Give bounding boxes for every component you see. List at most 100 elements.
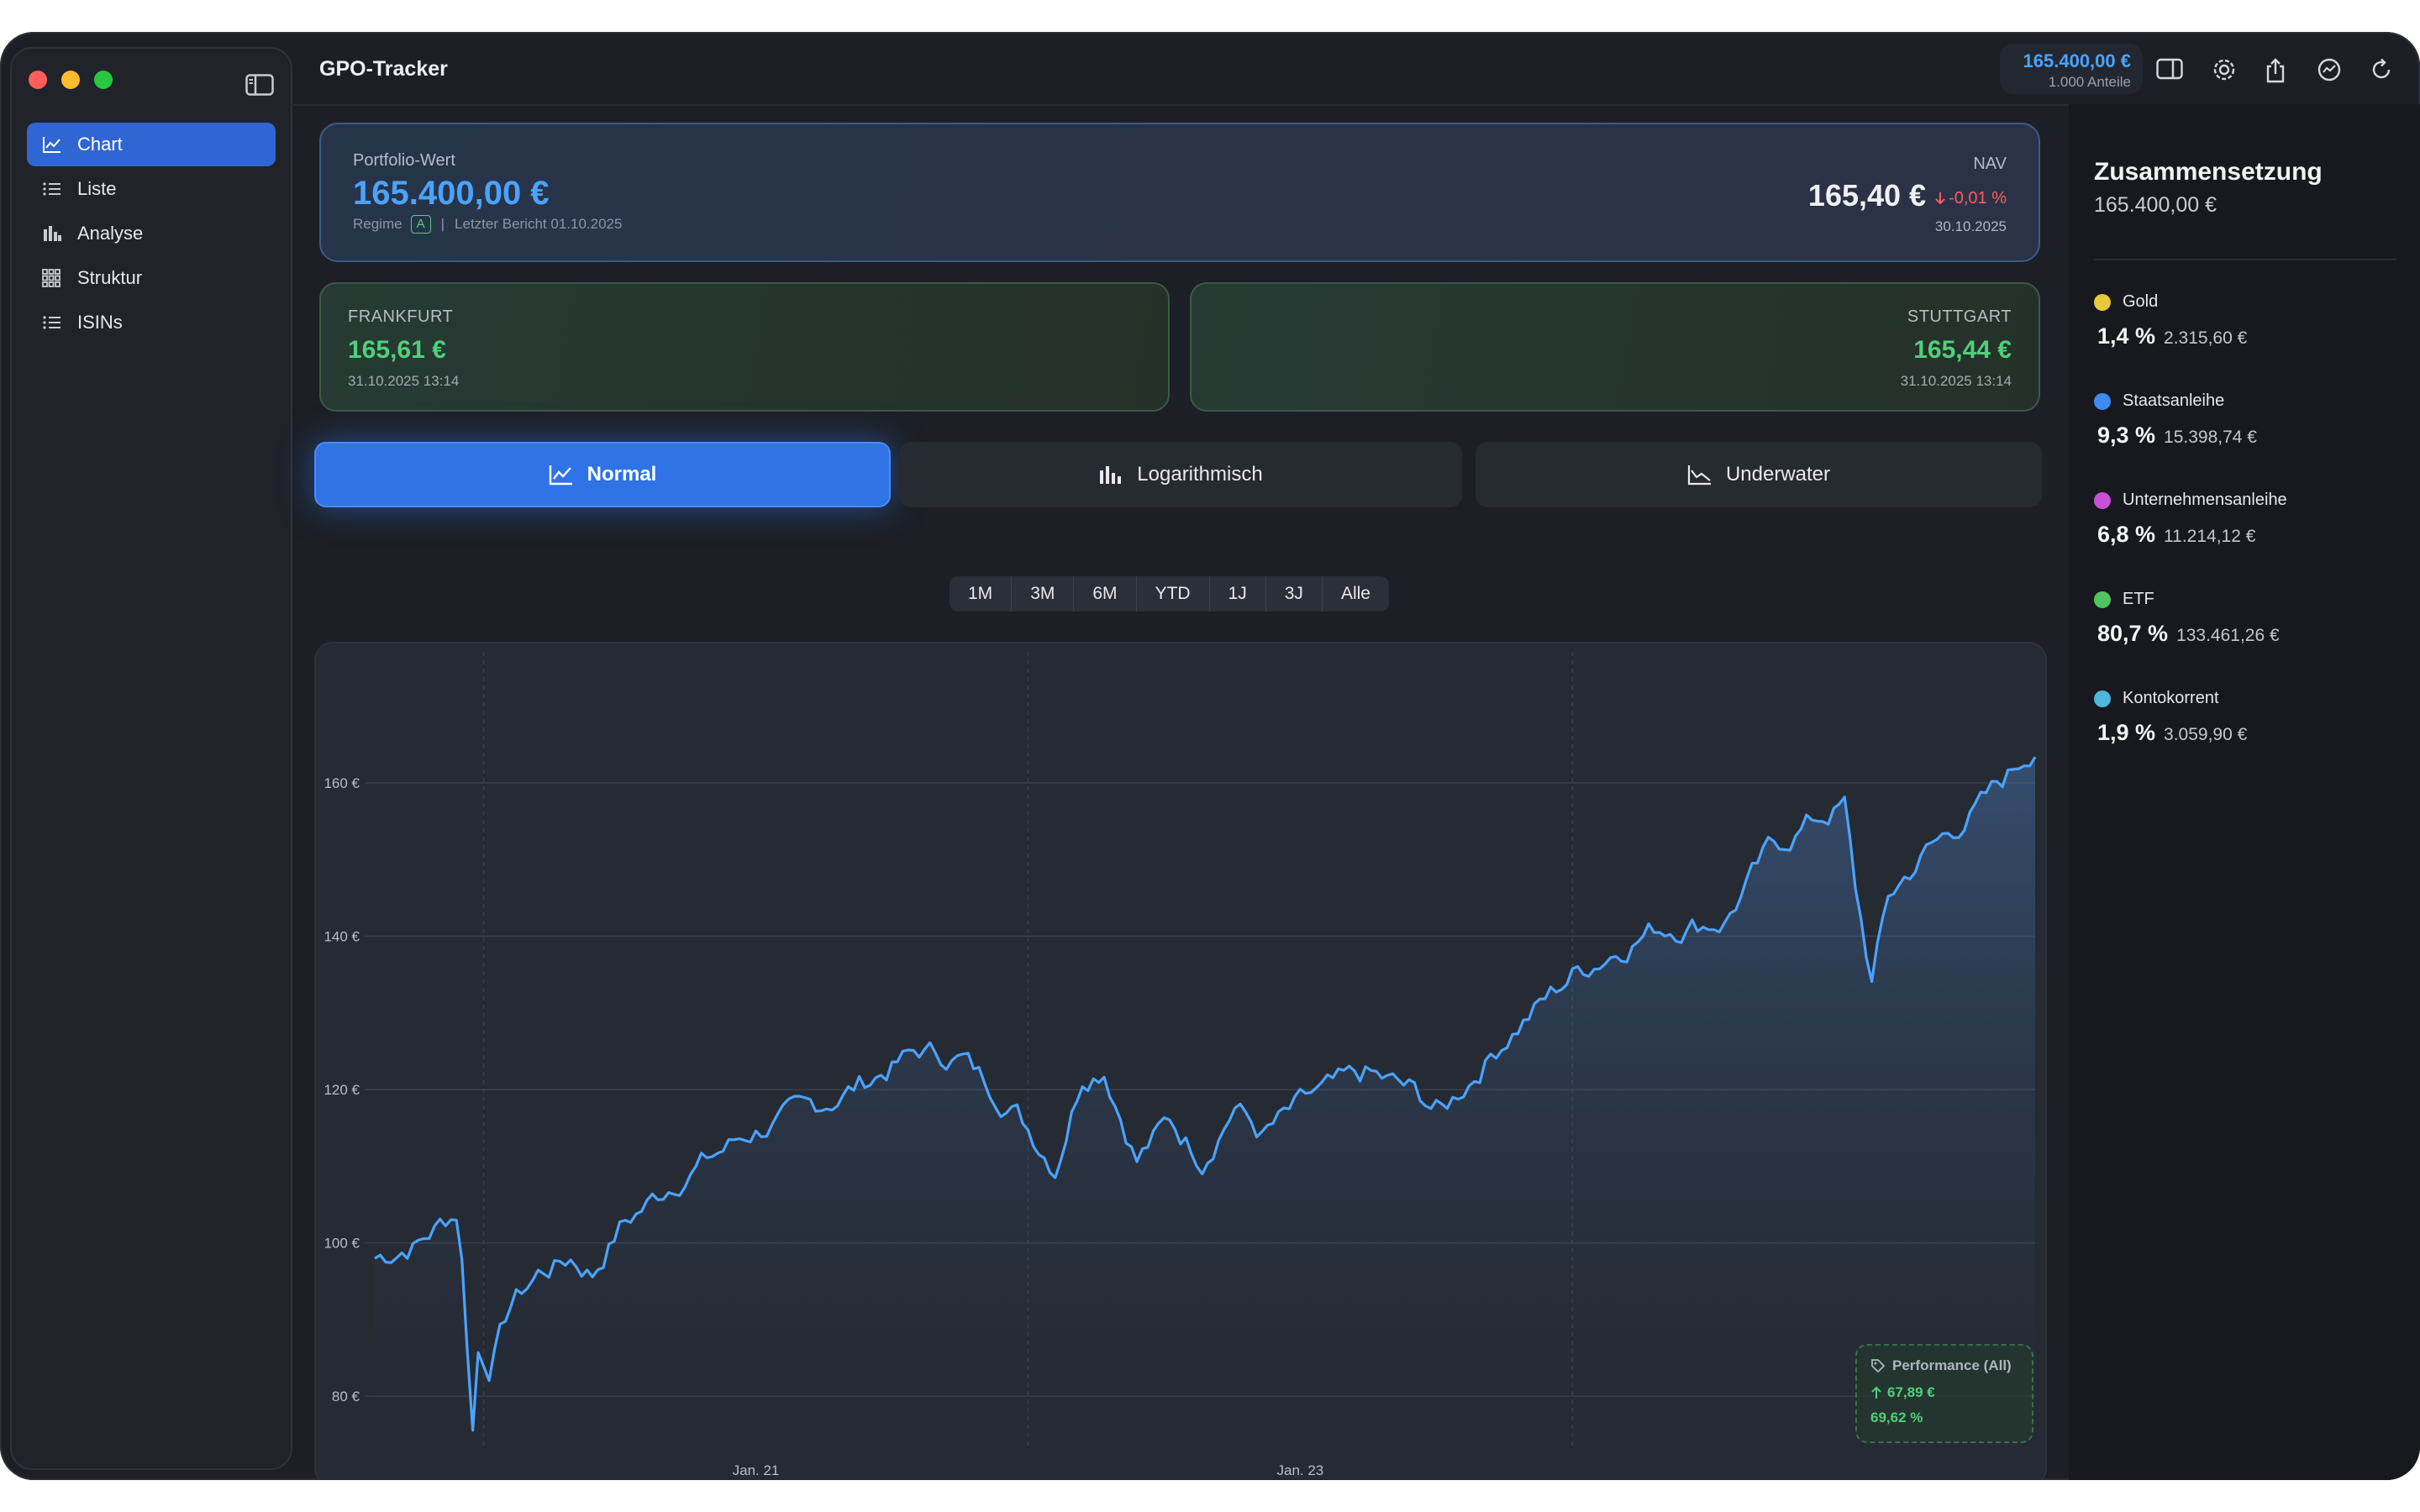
mode-normal-button[interactable]: Normal	[314, 442, 891, 507]
nav-change: -0,01 %	[1949, 188, 2007, 207]
sidebar-item-isins[interactable]: ISINs	[27, 301, 276, 344]
color-dot-icon	[2094, 591, 2111, 608]
performance-title: Performance (All)	[1892, 1357, 2012, 1373]
range-1j[interactable]: 1J	[1210, 576, 1266, 612]
chart-badge-icon[interactable]	[2317, 57, 2342, 82]
composition-item: Gold 1,4 % 2.315,60 €	[2094, 292, 2413, 349]
zoom-window-button[interactable]	[94, 71, 113, 89]
sidebar-item-label: Struktur	[77, 267, 143, 288]
range-6m[interactable]: 6M	[1074, 576, 1137, 612]
range-selector: 1M 3M 6M YTD 1J 3J Alle	[950, 576, 1389, 612]
range-ytd[interactable]: YTD	[1137, 576, 1210, 612]
asset-amount: 2.315,60 €	[2164, 328, 2248, 348]
y-tick-label: 160 €	[324, 775, 360, 791]
mode-label: Normal	[587, 463, 657, 486]
nav-value: 165,40 €	[1807, 178, 1927, 213]
line-chart-icon	[549, 464, 574, 486]
arrow-up-icon	[1871, 1386, 1881, 1399]
performance-box: Performance (All) 67,89 € 69,62 %	[1855, 1344, 2033, 1443]
composition-item: Staatsanleihe 9,3 % 15.398,74 €	[2094, 391, 2413, 449]
mode-underwater-button[interactable]: Underwater	[1476, 442, 2042, 507]
portfolio-summary-pill[interactable]: 165.400,00 € 1.000 Anteile	[2000, 44, 2143, 94]
sidebar-item-analyse[interactable]: Analyse	[27, 212, 276, 255]
grid-icon	[42, 267, 64, 289]
asset-name: Gold	[2123, 292, 2159, 311]
color-dot-icon	[2094, 491, 2111, 509]
color-dot-icon	[2094, 392, 2111, 410]
asset-percent: 1,4 %	[2097, 323, 2156, 349]
list-icon	[42, 312, 64, 333]
bar-chart-icon	[42, 223, 64, 244]
composition-item: ETF 80,7 % 133.461,26 €	[2094, 590, 2413, 647]
composition-divider	[2094, 259, 2396, 260]
composition-total: 165.400,00 €	[2094, 193, 2217, 217]
sidebar-item-label: ISINs	[77, 312, 123, 333]
minimize-window-button[interactable]	[61, 71, 80, 89]
nav-value-row: 165,40 € -0,01 %	[1808, 178, 2007, 213]
settings-icon[interactable]	[2212, 57, 2237, 82]
performance-pct: 69,62 %	[1870, 1410, 1923, 1425]
asset-amount: 133.461,26 €	[2176, 626, 2280, 645]
nav-label: NAV	[1973, 155, 2007, 173]
refresh-icon[interactable]	[2369, 57, 2394, 82]
toolbar-divider	[291, 104, 2069, 106]
mode-log-button[interactable]: Logarithmisch	[899, 442, 1462, 507]
exchange-name: FRANKFURT	[348, 307, 454, 326]
composition-item: Kontokorrent 1,9 % 3.059,90 €	[2094, 689, 2413, 746]
last-report: Letzter Bericht 01.10.2025	[455, 216, 623, 232]
chart-line	[374, 756, 2037, 1432]
sidebar-toggle-icon[interactable]	[245, 74, 274, 100]
y-tick-label: 80 €	[332, 1389, 360, 1404]
color-dot-icon	[2094, 690, 2111, 707]
sidebar-item-label: Analyse	[77, 223, 144, 244]
mode-label: Logarithmisch	[1137, 463, 1263, 486]
area-chart-icon	[1687, 464, 1712, 486]
chart-card: 80 € 100 € 120 € 140 € 160 € Jan. 21 Jan. 23 P…	[314, 642, 2047, 1480]
x-tick-label: Jan. 21	[733, 1462, 780, 1478]
asset-percent: 1,9 %	[2097, 720, 2156, 745]
y-tick-label: 140 €	[324, 929, 360, 945]
sidebar: Chart Liste Analyse Struktur	[10, 47, 292, 1470]
sidebar-item-liste[interactable]: Liste	[27, 167, 276, 211]
tag-icon	[1871, 1359, 1886, 1373]
price-chart[interactable]: 80 € 100 € 120 € 140 € 160 € Jan. 21 Jan. 23	[316, 643, 2045, 1480]
range-3m[interactable]: 3M	[1012, 576, 1075, 612]
nav-date: 30.10.2025	[1934, 218, 2007, 234]
range-1m[interactable]: 1M	[950, 576, 1013, 612]
regime-badge: A	[410, 215, 431, 234]
exchange-time: 31.10.2025 13:14	[348, 373, 460, 389]
exchange-name: STUTTGART	[1907, 307, 2012, 326]
asset-amount: 11.214,12 €	[2164, 527, 2256, 546]
portfolio-label: Portfolio-Wert	[353, 151, 455, 170]
asset-name: Kontokorrent	[2123, 689, 2219, 707]
range-3j[interactable]: 3J	[1266, 576, 1323, 612]
sidebar-nav: Chart Liste Analyse Struktur	[27, 123, 276, 345]
composition-panel: Zusammensetzung 165.400,00 € Gold 1,4 % 2.…	[2069, 104, 2420, 1480]
asset-percent: 6,8 %	[2097, 522, 2156, 547]
portfolio-value: 165.400,00 €	[353, 175, 550, 212]
arrow-down-icon	[1935, 192, 1945, 205]
sidebar-item-label: Liste	[77, 178, 117, 199]
nav-change-group: -0,01 %	[1934, 189, 2007, 208]
close-window-button[interactable]	[29, 71, 47, 89]
exchange-card-frankfurt: FRANKFURT 165,61 € 31.10.2025 13:14	[319, 282, 1170, 412]
regime-label: Regime	[353, 216, 402, 232]
y-tick-label: 120 €	[324, 1082, 360, 1098]
range-alle[interactable]: Alle	[1340, 584, 1370, 603]
inspector-icon[interactable]	[2156, 57, 2183, 82]
y-tick-label: 100 €	[324, 1236, 360, 1252]
window-title: GPO-Tracker	[319, 57, 448, 81]
share-icon[interactable]	[2264, 57, 2289, 83]
summary-value: 165.400,00 €	[2023, 50, 2131, 71]
sidebar-item-struktur[interactable]: Struktur	[27, 256, 276, 300]
bar-chart-icon	[1098, 464, 1123, 486]
color-dot-icon	[2094, 293, 2111, 311]
x-tick-label: Jan. 23	[1276, 1462, 1323, 1478]
performance-abs: 67,89 €	[1887, 1384, 1935, 1400]
exchange-time: 31.10.2025 13:14	[1900, 373, 2012, 389]
sidebar-item-chart[interactable]: Chart	[27, 123, 276, 166]
portfolio-card: Portfolio-Wert 165.400,00 € Regime A | L…	[319, 123, 2040, 262]
asset-name: Staatsanleihe	[2123, 391, 2225, 410]
summary-shares: 1.000 Anteile	[2048, 74, 2131, 90]
sidebar-item-label: Chart	[77, 134, 123, 155]
